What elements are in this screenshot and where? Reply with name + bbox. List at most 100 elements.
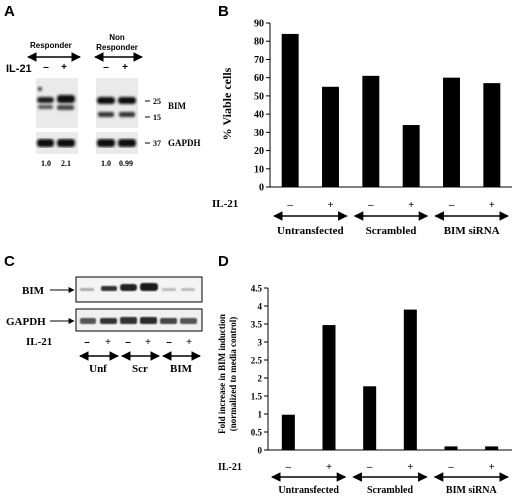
d-y-tick-label: 2 bbox=[258, 374, 263, 384]
b-y-tick-label: 80 bbox=[254, 37, 264, 48]
quant-1: 1.0 bbox=[41, 159, 51, 168]
quant-4: 0.99 bbox=[119, 159, 133, 168]
d-y-tick-label: 2.5 bbox=[251, 356, 263, 366]
a-plus-1: + bbox=[61, 62, 67, 73]
c-plus-1: + bbox=[105, 337, 111, 348]
d-group-label: BIM siRNA bbox=[446, 485, 498, 496]
b-bar-5 bbox=[443, 77, 460, 187]
c-minus-3: – bbox=[166, 337, 172, 348]
b-treatment-label: IL-21 bbox=[212, 198, 238, 210]
c-band-label-bim: BIM bbox=[22, 285, 45, 297]
c-plus-3: + bbox=[186, 337, 192, 348]
b-bar-6 bbox=[483, 83, 501, 187]
panel-a-letter: A bbox=[4, 3, 15, 20]
d-y-axis-label-line2: (normalized to media control) bbox=[228, 317, 238, 432]
group-label-non-line2: Responder bbox=[96, 43, 138, 52]
d-category-label: + bbox=[326, 462, 332, 473]
d-bar-4 bbox=[403, 309, 417, 450]
a-plus-2: + bbox=[122, 62, 128, 73]
marker-15: 15 bbox=[153, 113, 161, 122]
b-bar-1 bbox=[281, 33, 299, 187]
chart-b: 0 10 20 30 40 50 60 70 80 90 bbox=[254, 19, 512, 194]
d-y-tick-label: 1 bbox=[258, 410, 263, 420]
b-group-label: BIM siRNA bbox=[444, 225, 500, 237]
group-label-responder: Responder bbox=[30, 41, 72, 50]
quant-3: 1.0 bbox=[101, 159, 111, 168]
b-category-label: + bbox=[408, 200, 414, 211]
b-category-label: – bbox=[287, 200, 293, 211]
a-treatment-label: IL-21 bbox=[6, 63, 32, 75]
panel-d: D Fold increase in BIM induction (normal… bbox=[217, 253, 512, 496]
a-band-label-gapdh: GAPDH bbox=[168, 138, 201, 148]
d-group-label: Scrambled bbox=[367, 485, 414, 496]
group-label-non-line1: Non bbox=[109, 33, 125, 42]
b-y-tick-label: 10 bbox=[254, 164, 264, 175]
blot-bim-c bbox=[75, 276, 203, 303]
c-group-bim: BIM bbox=[170, 363, 193, 375]
c-band-label-gapdh: GAPDH bbox=[6, 316, 46, 328]
d-y-tick-label: 1.5 bbox=[251, 392, 263, 402]
d-y-tick-label: 3 bbox=[258, 338, 263, 348]
chart-d: 0 0.5 1 1.5 2 2.5 3 3.5 4 4.5 bbox=[251, 284, 512, 456]
d-bar-5 bbox=[444, 446, 458, 450]
c-group-unf: Unf bbox=[89, 363, 107, 375]
b-y-tick-label: 90 bbox=[254, 19, 264, 30]
blot-gapdh-c bbox=[75, 308, 203, 332]
b-category-label: + bbox=[328, 200, 334, 211]
d-y-tick-label: 3.5 bbox=[251, 320, 263, 330]
b-bar-3 bbox=[362, 75, 380, 187]
gapdh-bands-c bbox=[80, 317, 197, 324]
b-bar-4 bbox=[402, 125, 420, 187]
a-minus-2: – bbox=[103, 62, 109, 73]
d-category-label: + bbox=[489, 462, 495, 473]
c-minus-2: – bbox=[125, 337, 131, 348]
d-treatment-label: IL-21 bbox=[218, 462, 242, 473]
d-bar-3 bbox=[363, 386, 377, 450]
d-y-axis-label-line1: Fold increase in BIM induction bbox=[217, 314, 227, 434]
c-treatment-label: IL-21 bbox=[26, 336, 52, 348]
bim-bands-c bbox=[80, 283, 195, 291]
d-bar-2 bbox=[322, 325, 336, 450]
d-group-label: Untransfected bbox=[278, 485, 339, 496]
marker-37: 37 bbox=[153, 139, 161, 148]
panel-b-letter: B bbox=[218, 3, 229, 20]
d-bar-1 bbox=[281, 414, 295, 450]
panel-d-letter: D bbox=[218, 253, 229, 270]
c-group-scr: Scr bbox=[132, 363, 148, 375]
b-y-tick-label: 30 bbox=[254, 128, 264, 139]
d-category-label: – bbox=[448, 462, 454, 473]
d-y-tick-label: 0 bbox=[258, 446, 263, 456]
b-y-tick-label: 50 bbox=[254, 91, 264, 102]
bim-bands-a bbox=[37, 87, 136, 117]
c-minus-1: – bbox=[84, 337, 90, 348]
gapdh-bands-a bbox=[37, 139, 136, 147]
chart-b-x-axis: – + – + – + Untransfected Scrambled BIM siRNA bbox=[273, 200, 509, 237]
d-category-label: – bbox=[286, 462, 292, 473]
b-y-tick-label: 60 bbox=[254, 73, 264, 84]
c-plus-2: + bbox=[145, 337, 151, 348]
panel-c: C BIM GAPDH IL-21 – + – + – + bbox=[4, 253, 203, 375]
b-y-tick-label: 40 bbox=[254, 110, 264, 121]
a-band-label-bim: BIM bbox=[168, 101, 187, 111]
chart-d-x-axis: – + – + – + Untransfected Scrambled BIM siRNA bbox=[271, 462, 509, 496]
panel-c-letter: C bbox=[4, 253, 15, 270]
b-bar-2 bbox=[322, 86, 339, 187]
b-group-label: Untransfected bbox=[277, 225, 344, 237]
b-category-label: – bbox=[449, 200, 455, 211]
d-category-label: + bbox=[407, 462, 413, 473]
b-y-axis-label: % Viable cells bbox=[220, 67, 234, 140]
blot-gapdh-non-responder bbox=[96, 132, 138, 154]
a-minus-1: – bbox=[43, 62, 49, 73]
b-y-tick-label: 0 bbox=[259, 183, 264, 194]
d-bar-6 bbox=[485, 446, 499, 450]
d-y-tick-label: 4 bbox=[258, 302, 263, 312]
b-category-label: + bbox=[489, 200, 495, 211]
d-y-tick-label: 0.5 bbox=[251, 428, 263, 438]
marker-25: 25 bbox=[153, 97, 161, 106]
panel-b: B % Viable cells 0 10 20 30 40 50 60 70 80 90 IL-… bbox=[212, 3, 512, 237]
b-category-label: – bbox=[368, 200, 374, 211]
b-group-label: Scrambled bbox=[366, 225, 417, 237]
b-y-tick-label: 70 bbox=[254, 55, 264, 66]
quant-2: 2.1 bbox=[61, 159, 71, 168]
